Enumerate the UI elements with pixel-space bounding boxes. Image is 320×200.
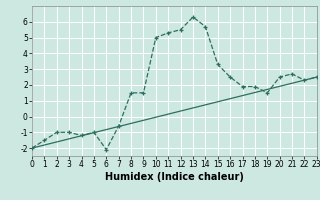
X-axis label: Humidex (Indice chaleur): Humidex (Indice chaleur) [105, 172, 244, 182]
